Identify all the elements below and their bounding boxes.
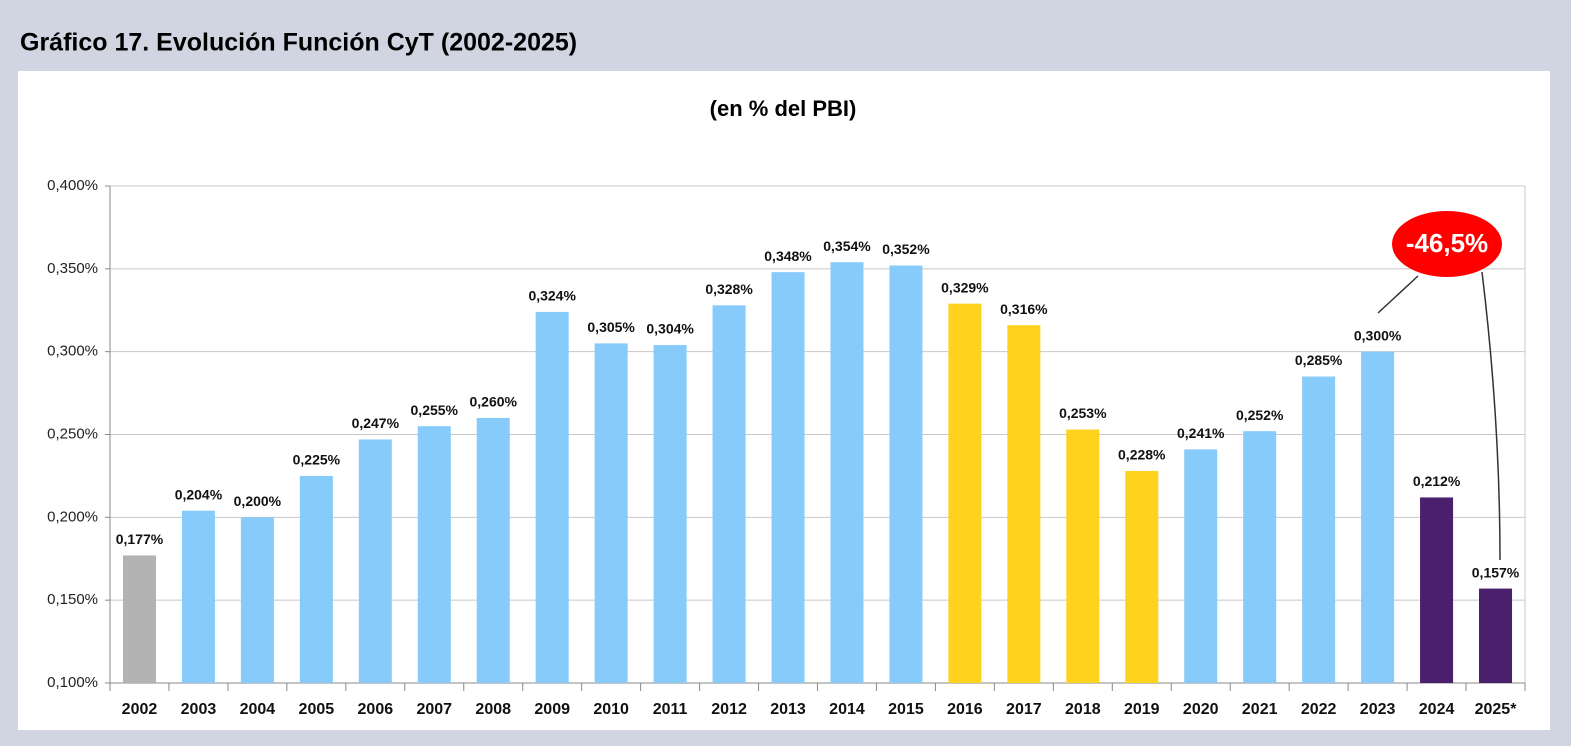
x-tick-label: 2011 — [653, 701, 688, 718]
data-label: 0,329% — [941, 279, 989, 295]
bar — [594, 343, 628, 683]
bar — [653, 345, 687, 683]
bar — [712, 305, 746, 683]
y-tick-label: 0,350% — [47, 260, 98, 277]
x-tick-label: 2007 — [416, 701, 452, 718]
data-label: 0,352% — [882, 241, 930, 257]
x-tick-label: 2006 — [358, 701, 394, 718]
x-tick-label: 2021 — [1242, 701, 1278, 718]
x-tick-label: 2003 — [181, 701, 217, 718]
x-tick-label: 2025* — [1475, 701, 1518, 718]
bar — [181, 510, 215, 683]
data-label: 0,228% — [1118, 447, 1166, 463]
plot: 0,100% 0,150% 0,200% 0,250% 0,300% 0,350% 0,40… — [47, 177, 1526, 718]
bar — [299, 475, 333, 683]
bar — [358, 439, 392, 683]
x-tick-label: 2016 — [947, 701, 983, 718]
x-tick-label: 2009 — [534, 701, 570, 718]
y-tick-label: 0,200% — [47, 508, 98, 525]
x-tick-label: 2004 — [240, 701, 276, 718]
data-label: 0,212% — [1413, 473, 1461, 489]
bar — [476, 417, 510, 683]
bar — [1479, 588, 1513, 683]
x-tick-label: 2024 — [1419, 701, 1455, 718]
bar — [1420, 497, 1454, 683]
chart-subtitle: (en % del PBI) — [710, 96, 857, 121]
data-label: 0,260% — [469, 394, 517, 410]
data-label: 0,354% — [823, 238, 871, 254]
data-label: 0,253% — [1059, 405, 1107, 421]
data-label: 0,285% — [1295, 352, 1343, 368]
annotation: -46,5% — [1406, 228, 1488, 258]
x-tick-label: 2019 — [1124, 701, 1160, 718]
bar — [1007, 325, 1041, 683]
bar — [1125, 470, 1159, 683]
bar — [417, 426, 451, 683]
data-label: 0,255% — [411, 402, 459, 418]
data-label: 0,157% — [1472, 564, 1520, 580]
bar — [1184, 449, 1218, 683]
data-label: 0,204% — [175, 486, 223, 502]
y-tick-label: 0,300% — [47, 343, 98, 360]
data-label: 0,300% — [1354, 327, 1402, 343]
data-label: 0,177% — [116, 531, 164, 547]
data-label: 0,247% — [352, 415, 400, 431]
x-tick-label: 2014 — [829, 701, 865, 718]
x-tick-label: 2005 — [299, 701, 335, 718]
bar — [122, 555, 156, 683]
x-tick-label: 2023 — [1360, 701, 1396, 718]
annotation-connector — [1481, 271, 1501, 561]
y-tick-label: 0,250% — [47, 425, 98, 442]
bar — [535, 311, 569, 683]
bar — [1361, 351, 1395, 683]
bar — [1066, 429, 1100, 683]
x-tick-label: 2002 — [122, 701, 158, 718]
x-tick-label: 2020 — [1183, 701, 1219, 718]
x-tick-label: 2015 — [888, 701, 924, 718]
bar — [1302, 376, 1336, 683]
data-label: 0,324% — [528, 288, 576, 304]
data-label: 0,305% — [587, 319, 635, 335]
annotation-connector — [1377, 275, 1419, 314]
y-tick-label: 0,400% — [47, 177, 98, 194]
bar — [240, 517, 274, 683]
data-label: 0,225% — [293, 452, 341, 468]
x-tick-label: 2022 — [1301, 701, 1337, 718]
y-tick-label: 0,100% — [47, 674, 98, 691]
data-label: 0,328% — [705, 281, 753, 297]
x-tick-label: 2017 — [1006, 701, 1042, 718]
data-label: 0,348% — [764, 248, 812, 264]
bar — [1243, 431, 1277, 683]
x-tick-label: 2008 — [475, 701, 511, 718]
chart-title: Gráfico 17. Evolución Función CyT (2002-… — [20, 29, 577, 57]
data-label: 0,316% — [1000, 301, 1048, 317]
data-label: 0,252% — [1236, 407, 1284, 423]
data-label: 0,304% — [646, 321, 694, 337]
x-tick-label: 2012 — [711, 701, 747, 718]
annotation-bubble — [1392, 211, 1502, 277]
x-tick-label: 2013 — [770, 701, 806, 718]
bar — [948, 303, 982, 683]
x-tick-label: 2018 — [1065, 701, 1101, 718]
data-label: 0,200% — [234, 493, 282, 509]
bar — [889, 265, 923, 683]
y-tick-label: 0,150% — [47, 591, 98, 608]
data-label: 0,241% — [1177, 425, 1225, 441]
bar — [771, 272, 805, 683]
x-tick-label: 2010 — [593, 701, 629, 718]
bar — [830, 262, 864, 683]
